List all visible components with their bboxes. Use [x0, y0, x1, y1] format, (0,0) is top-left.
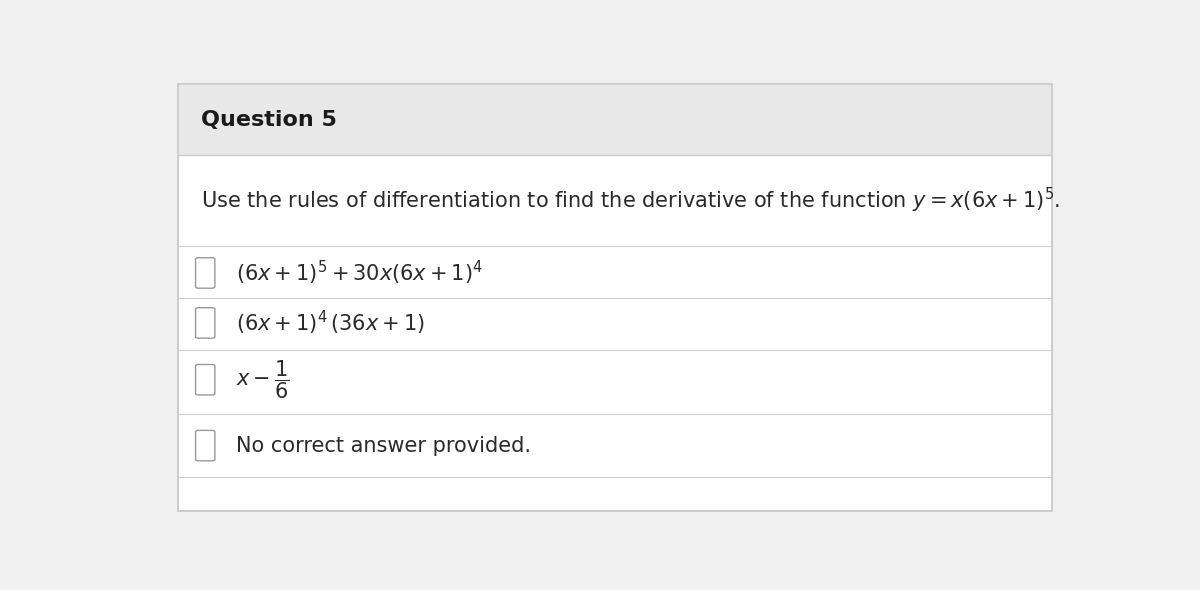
Text: Use the rules of differentiation to find the derivative of the function $y = x(6: Use the rules of differentiation to find… [202, 186, 1061, 215]
Text: $(6x + 1)^4\,(36x + 1)$: $(6x + 1)^4\,(36x + 1)$ [235, 309, 425, 337]
FancyBboxPatch shape [196, 365, 215, 395]
Text: $x - \dfrac{1}{6}$: $x - \dfrac{1}{6}$ [235, 359, 289, 401]
FancyBboxPatch shape [196, 308, 215, 338]
Text: No correct answer provided.: No correct answer provided. [235, 435, 530, 455]
FancyBboxPatch shape [196, 430, 215, 461]
Text: Question 5: Question 5 [202, 110, 337, 130]
FancyBboxPatch shape [178, 84, 1052, 155]
FancyBboxPatch shape [196, 258, 215, 288]
Text: $(6x + 1)^5 + 30x(6x + 1)^4$: $(6x + 1)^5 + 30x(6x + 1)^4$ [235, 259, 482, 287]
FancyBboxPatch shape [178, 84, 1052, 512]
